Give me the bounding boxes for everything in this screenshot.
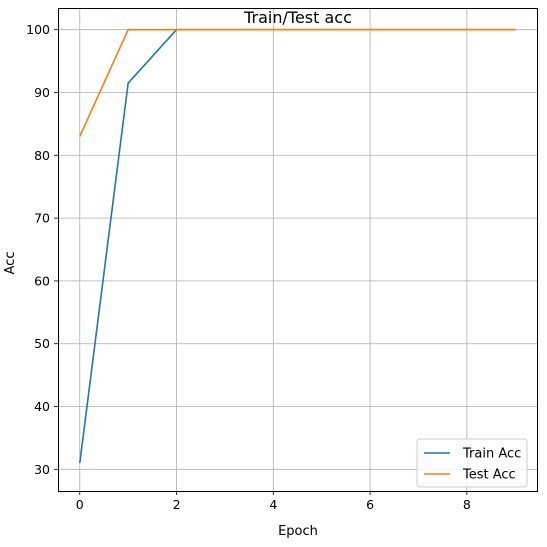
x-tick-label: 8 — [463, 497, 471, 512]
series-line-train-acc — [78, 28, 516, 464]
x-tick-label: 0 — [76, 497, 84, 512]
x-tick-label: 2 — [173, 497, 181, 512]
y-tick-label: 30 — [34, 462, 50, 477]
x-axis-label: Epoch — [278, 524, 318, 539]
y-tick-label: 50 — [34, 336, 50, 351]
y-tick-label: 40 — [34, 399, 50, 414]
plot-frame — [58, 8, 538, 492]
y-tick-label: 90 — [34, 85, 50, 100]
chart-title: Train/Test acc — [243, 8, 352, 27]
series-line-test-acc — [79, 28, 516, 137]
y-tick-label: 70 — [34, 211, 50, 226]
legend-label: Test Acc — [462, 468, 516, 483]
y-tick-label: 60 — [34, 273, 50, 288]
legend: Train Acc Test Acc — [416, 438, 528, 488]
series-lines — [78, 28, 516, 464]
y-tick-label: 100 — [26, 22, 50, 37]
y-axis-label: Acc — [3, 252, 18, 275]
x-axis-ticks: 0 2 4 6 8 — [76, 491, 471, 512]
legend-label: Train Acc — [462, 447, 521, 462]
y-axis-ticks: 30 40 50 60 70 80 90 100 — [26, 22, 58, 477]
x-tick-label: 4 — [269, 497, 277, 512]
x-tick-label: 6 — [366, 497, 374, 512]
legend-box — [416, 438, 528, 488]
y-tick-label: 80 — [34, 148, 50, 163]
